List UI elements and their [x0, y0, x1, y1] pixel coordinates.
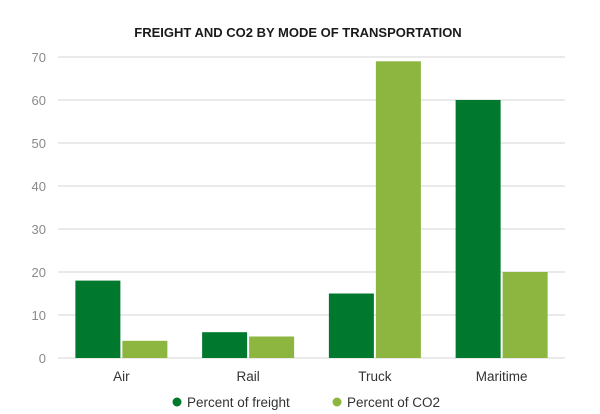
legend-label: Percent of freight [187, 395, 290, 410]
x-category-label: Truck [358, 369, 391, 384]
x-category-label: Air [113, 369, 130, 384]
y-tick-label: 10 [32, 308, 46, 323]
y-tick-label: 0 [39, 351, 46, 366]
y-tick-label: 40 [32, 179, 46, 194]
bars [75, 61, 548, 359]
chart-title: FREIGHT AND CO2 BY MODE OF TRANSPORTATIO… [134, 25, 461, 40]
bar-maritime-freight [455, 100, 501, 358]
y-tick-label: 50 [32, 136, 46, 151]
y-tick-label: 20 [32, 265, 46, 280]
legend-swatch [332, 397, 342, 407]
y-axis-ticks: 0 10 20 30 40 50 60 70 [32, 50, 46, 366]
x-axis-categories: Air Rail Truck Maritime [113, 369, 527, 384]
gridlines [58, 56, 565, 359]
legend: Percent of freight Percent of CO2 [172, 395, 440, 410]
legend-swatch [172, 397, 182, 407]
bar-air-co2 [122, 340, 168, 358]
x-category-label: Maritime [476, 369, 528, 384]
x-category-label: Rail [236, 369, 259, 384]
bar-maritime-co2 [502, 272, 548, 358]
y-tick-label: 70 [32, 50, 46, 65]
bar-rail-freight [202, 332, 248, 358]
bar-air-freight [75, 280, 121, 358]
bar-rail-co2 [249, 336, 295, 358]
legend-label: Percent of CO2 [347, 395, 440, 410]
bar-truck-co2 [375, 61, 421, 359]
y-tick-label: 30 [32, 222, 46, 237]
y-tick-label: 60 [32, 93, 46, 108]
bar-truck-freight [328, 293, 374, 358]
